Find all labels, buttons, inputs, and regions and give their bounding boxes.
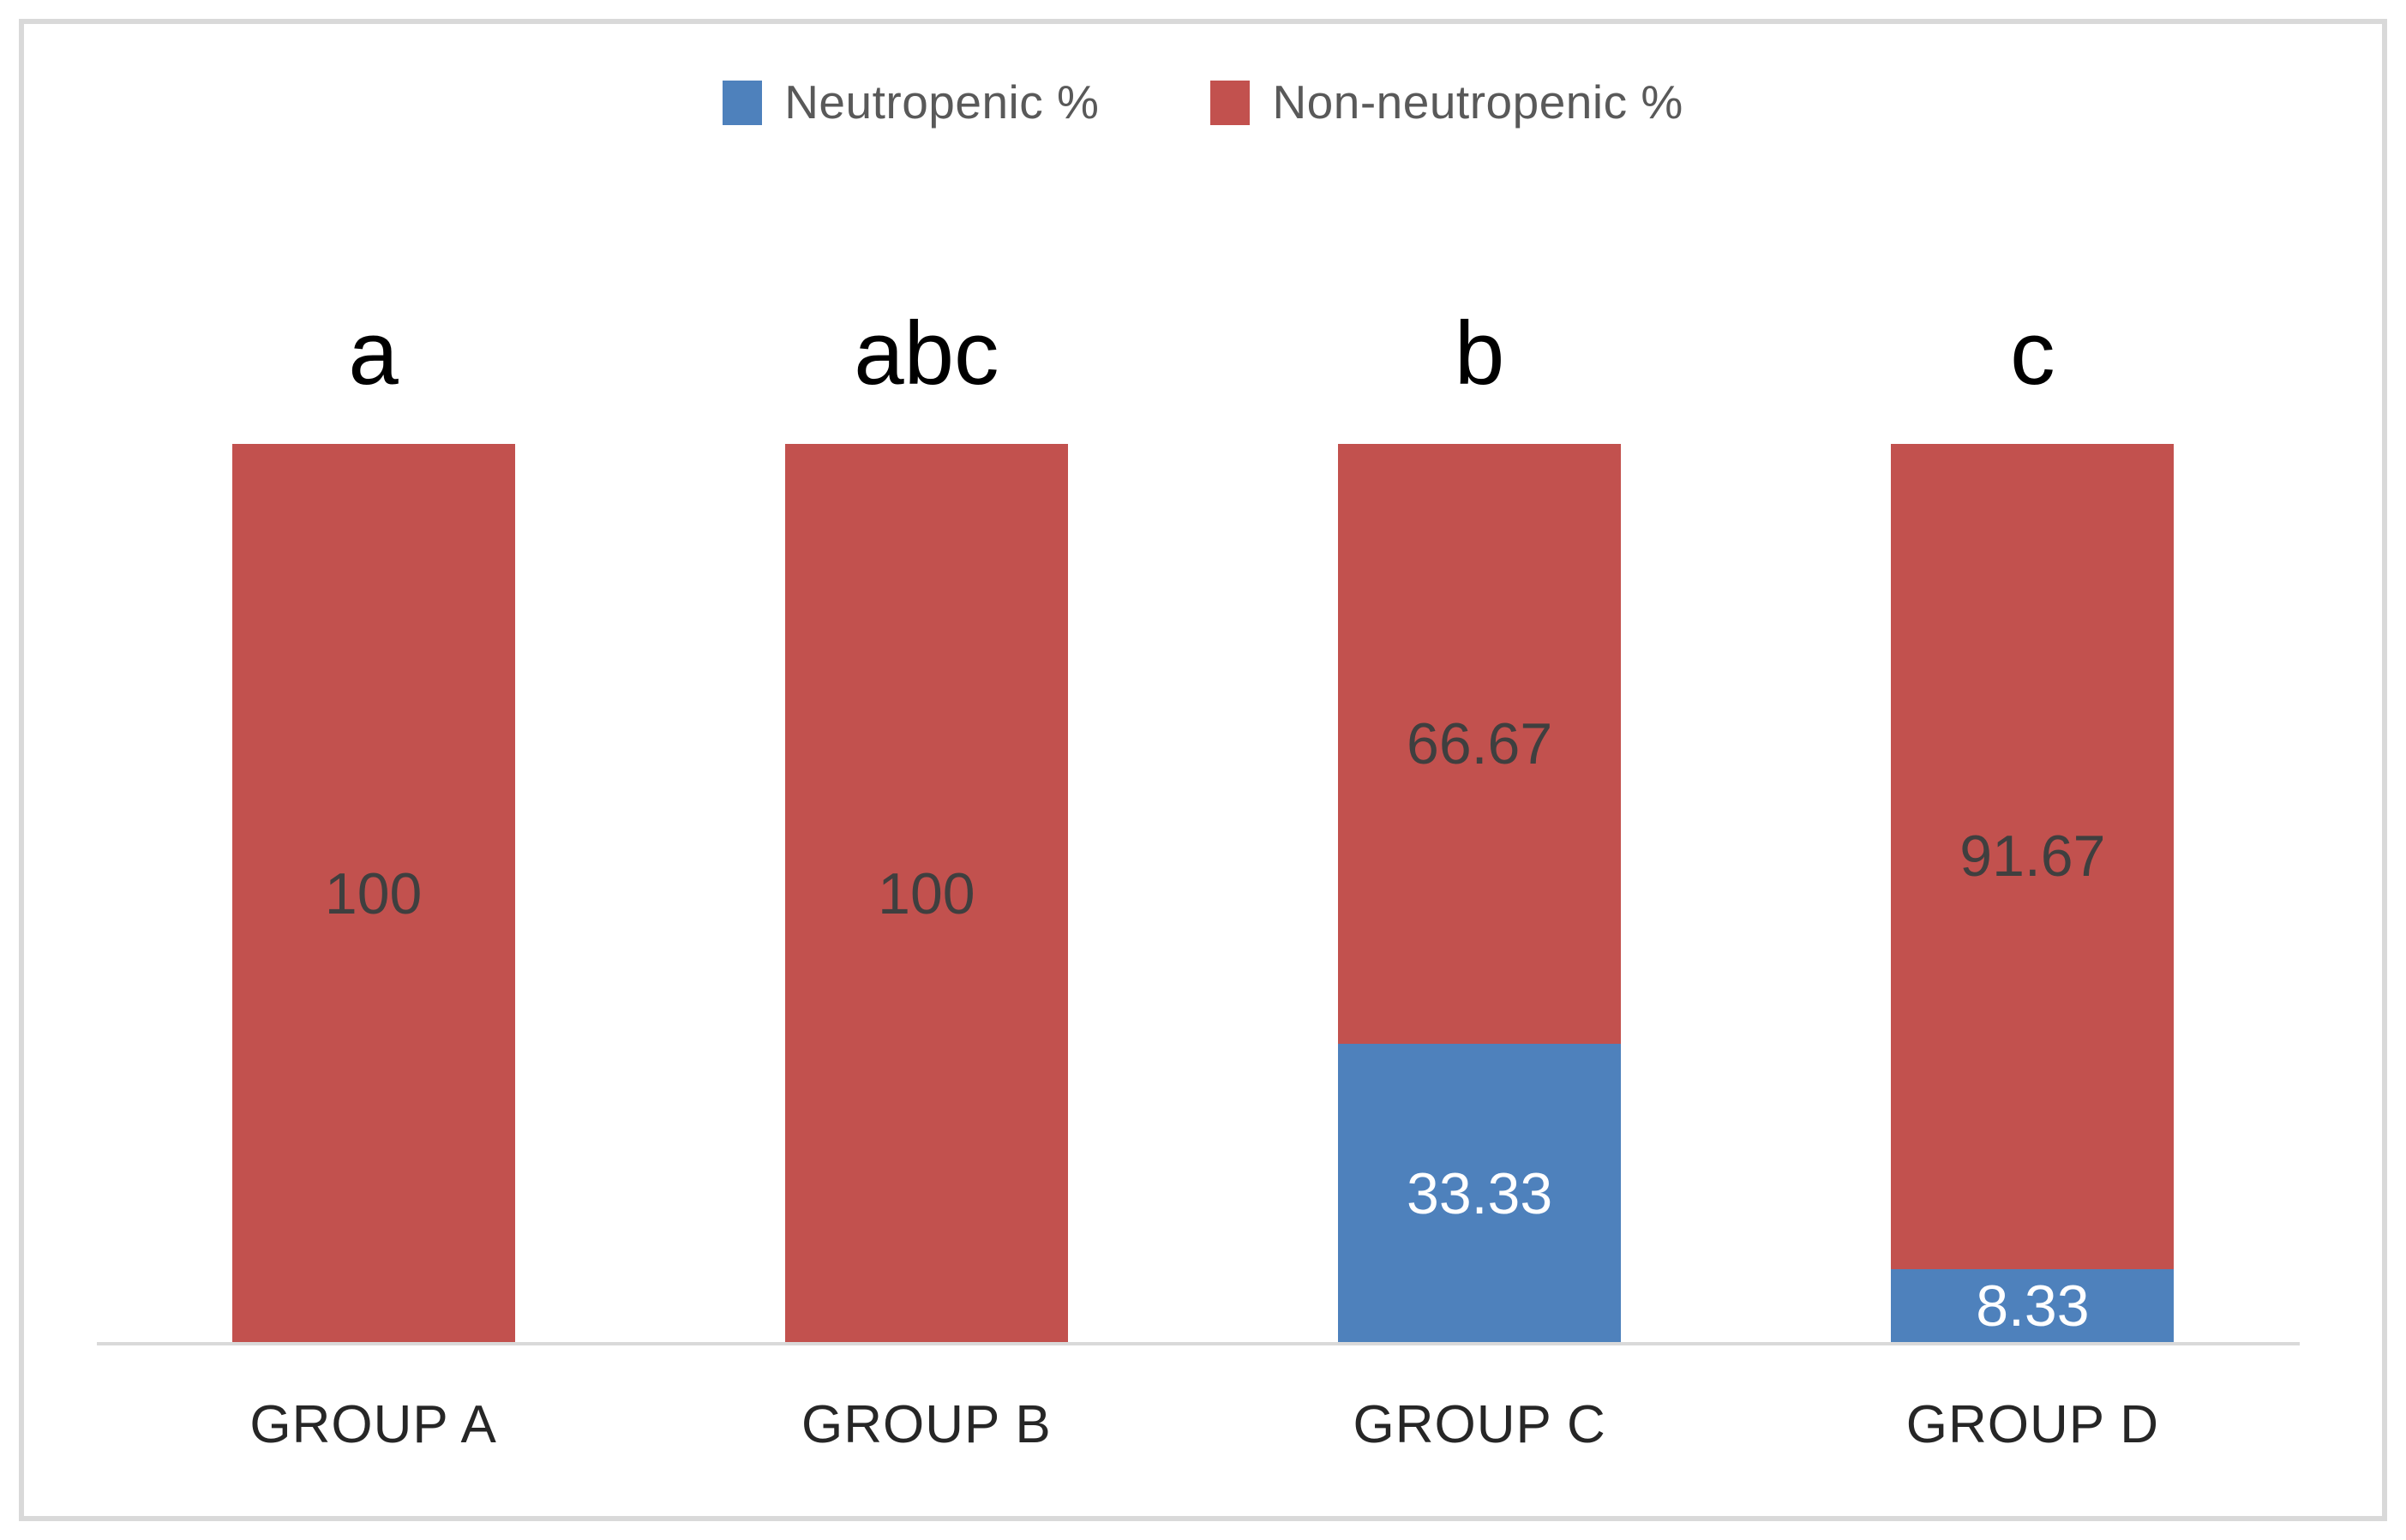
legend-swatch-neutropenic-icon (723, 80, 763, 125)
legend-label-neutropenic: Neutropenic % (784, 75, 1100, 129)
legend-item-non-neutropenic: Non-neutropenic % (1210, 79, 1683, 126)
bar-segment-non-neutropenic: 66.67 (1338, 444, 1622, 1045)
bar-stack-group-a: 100 (231, 444, 515, 1344)
legend-label-non-neutropenic: Non-neutropenic % (1272, 75, 1683, 129)
bar-segment-non-neutropenic: 91.67 (1891, 444, 2175, 1269)
bar-segment-non-neutropenic: 100 (784, 444, 1068, 1344)
bar-group-a: a 100 (97, 309, 650, 1344)
bar-segment-non-neutropenic: 100 (231, 444, 515, 1344)
value-label: 100 (324, 861, 423, 926)
bar-stack-group-c: 66.67 33.33 (1338, 444, 1622, 1344)
legend-item-neutropenic: Neutropenic % (723, 79, 1099, 126)
bar-group-d: c 91.67 8.33 (1756, 309, 2309, 1344)
significance-letter-b: abc (854, 303, 999, 404)
significance-letter-a: a (348, 303, 399, 404)
x-label-group-d: GROUP D (1905, 1395, 2159, 1454)
plot-area: a 100 abc 100 b 66.67 33.33 c 91.67 8.33 (97, 309, 2309, 1344)
significance-letter-c: b (1454, 303, 1505, 404)
x-label-group-b: GROUP B (801, 1395, 1052, 1454)
value-label: 8.33 (1976, 1273, 2090, 1339)
bar-segment-neutropenic: 8.33 (1891, 1268, 2175, 1344)
value-label: 66.67 (1407, 711, 1553, 777)
legend: Neutropenic % Non-neutropenic % (0, 79, 2406, 126)
significance-letter-d: c (2010, 303, 2055, 404)
bar-group-b: abc 100 (650, 309, 1203, 1344)
value-label: 100 (878, 861, 975, 926)
value-label: 91.67 (1959, 824, 2106, 890)
bar-stack-group-b: 100 (784, 444, 1068, 1344)
bar-segment-neutropenic: 33.33 (1338, 1044, 1622, 1344)
bar-stack-group-d: 91.67 8.33 (1891, 444, 2175, 1344)
x-label-group-c: GROUP C (1353, 1395, 1606, 1454)
legend-swatch-non-neutropenic-icon (1210, 80, 1251, 125)
x-label-group-a: GROUP A (249, 1395, 497, 1454)
x-axis-line (97, 1342, 2300, 1345)
value-label: 33.33 (1407, 1161, 1553, 1227)
x-axis-labels: GROUP A GROUP B GROUP C GROUP D (97, 1399, 2309, 1452)
bar-group-c: b 66.67 33.33 (1203, 309, 1756, 1344)
